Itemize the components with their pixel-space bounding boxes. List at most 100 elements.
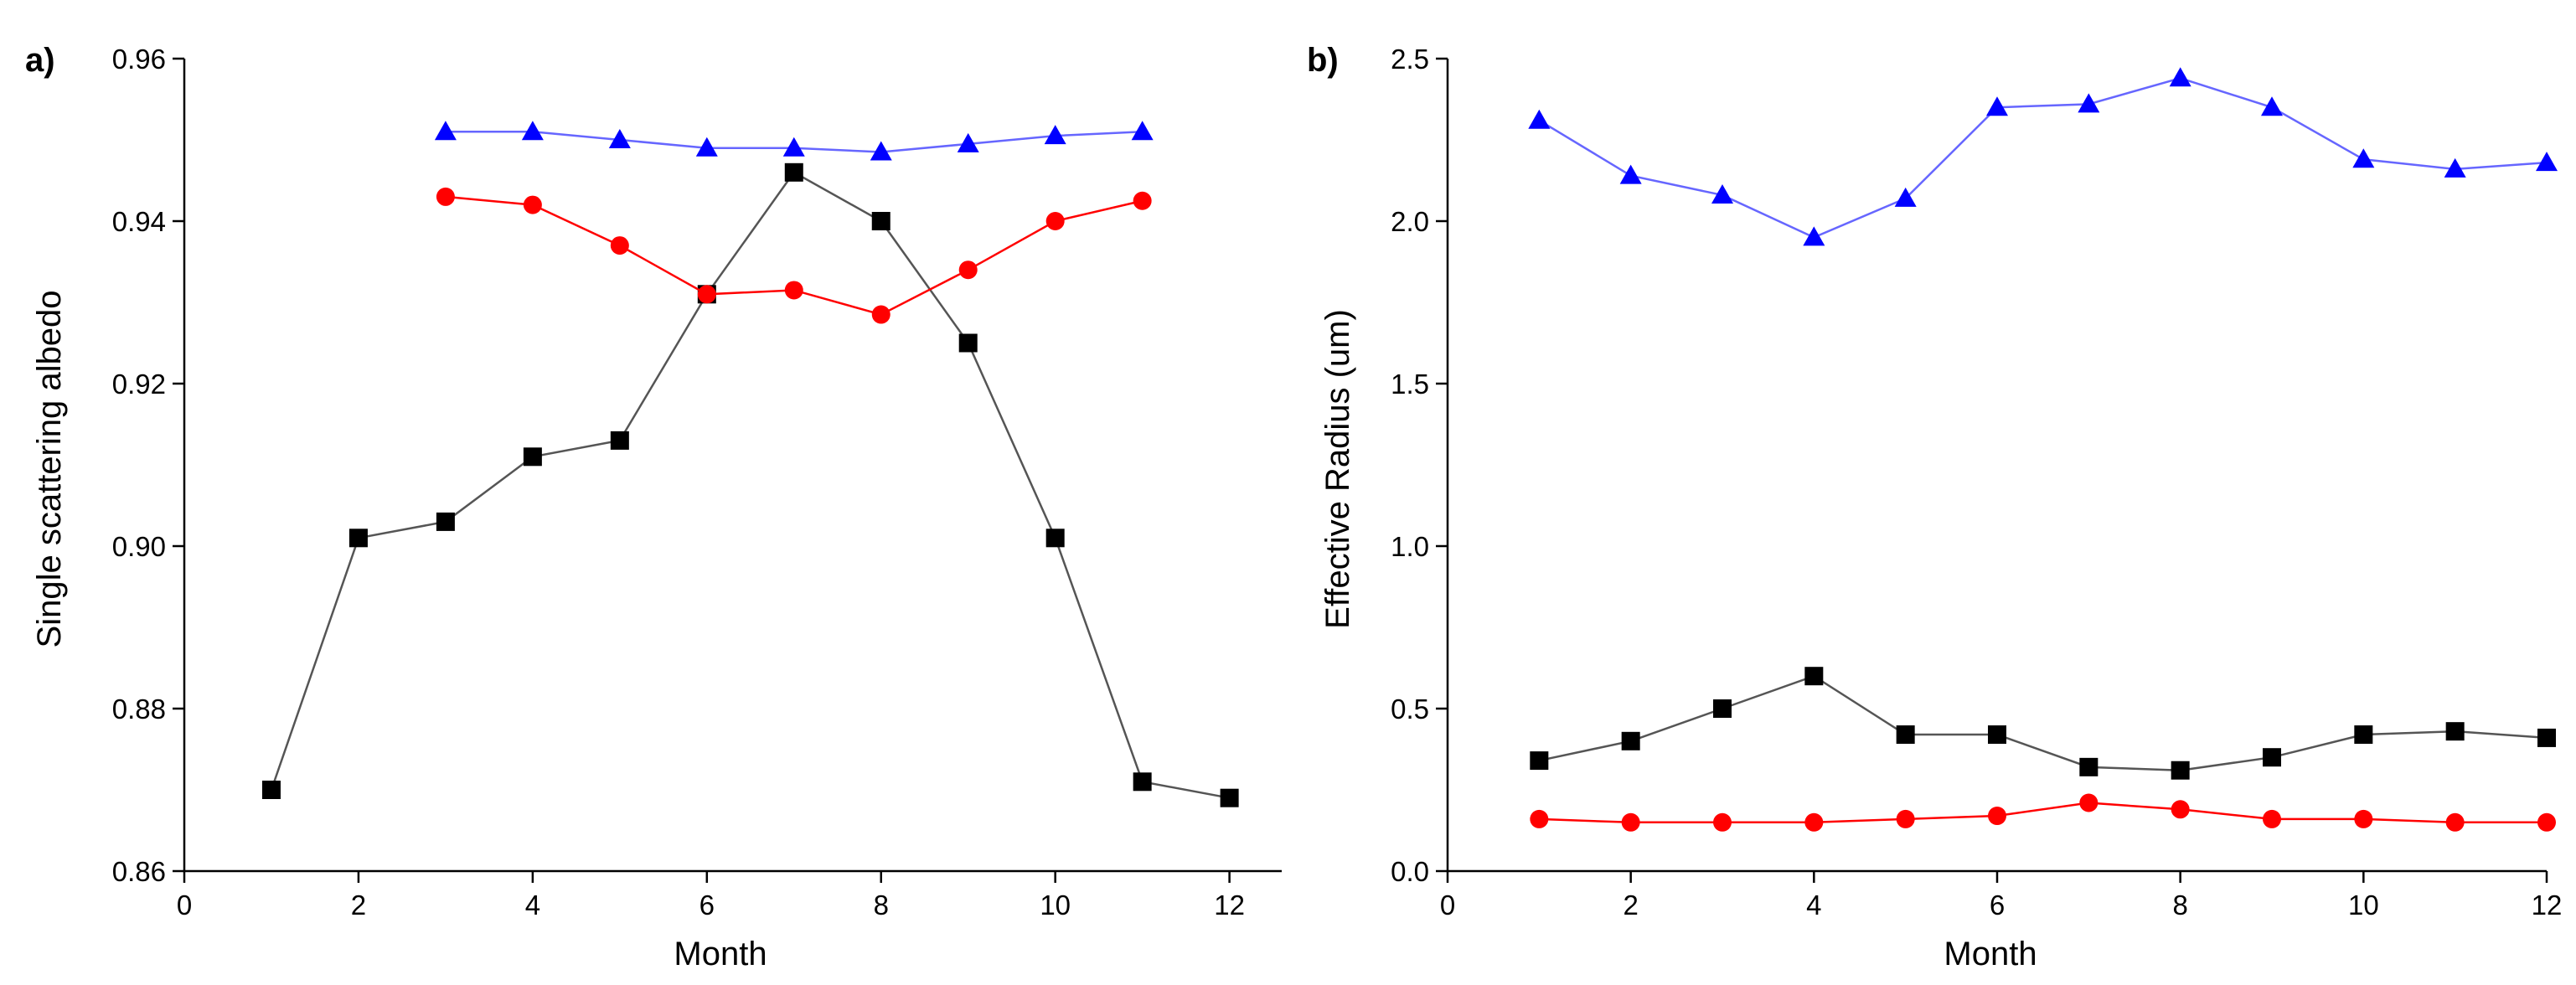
panel-a-x-axis-title: Month — [674, 936, 767, 972]
panel-b-y-tick-label: 0.5 — [1391, 694, 1429, 725]
panel-b-point-red-circles — [2537, 812, 2556, 832]
panel-b-point-blue-triangles — [1803, 226, 1825, 246]
panel-a-x-tick-label: 10 — [1040, 890, 1071, 921]
panel-b-point-red-circles — [2263, 809, 2281, 828]
panel-b: b) Month Effective Radius (um) 0 2 4 6 8 10 12… — [1307, 42, 2562, 972]
panel-a-y-tick-label: 0.96 — [112, 44, 166, 75]
panel-a-point-black-squares — [958, 333, 978, 353]
panel-a-point-blue-triangles — [695, 137, 718, 157]
panel-b-y-tick-label: 1.5 — [1391, 369, 1429, 400]
panel-b-x-tick-label: 8 — [2172, 890, 2187, 921]
panel-b-point-black-squares — [2079, 757, 2098, 776]
panel-b-y-tick-label: 2.5 — [1391, 44, 1429, 75]
panel-b-x-tick-label: 4 — [1806, 890, 1821, 921]
panel-b-point-red-circles — [1530, 809, 1549, 828]
panel-a-label: a) — [25, 42, 55, 79]
panel-b-y-axis-title: Effective Radius (um) — [1319, 309, 1356, 629]
panel-a-point-black-squares — [1133, 772, 1152, 792]
panel-a-point-blue-triangles — [1131, 121, 1154, 141]
panel-a-axes — [183, 59, 1282, 873]
panel-a-point-blue-triangles — [782, 137, 805, 157]
panel-a-point-red-circles — [871, 305, 891, 324]
panel-b-point-black-squares — [1713, 699, 1732, 718]
panel-b-x-axis-title: Month — [1944, 936, 2037, 972]
panel-b-point-black-squares — [2537, 728, 2556, 747]
panel-b-point-blue-triangles — [2352, 148, 2375, 168]
panel-a-y-tick-label: 0.88 — [112, 694, 166, 725]
panel-a-point-black-squares — [436, 512, 455, 531]
panel-b-y-tick-label: 2.0 — [1391, 206, 1429, 237]
panel-b-point-black-squares — [2354, 725, 2373, 745]
panel-b-point-black-squares — [1804, 667, 1824, 686]
panel-a-point-blue-triangles — [1044, 125, 1066, 145]
panel-b-x-tick-label: 2 — [1623, 890, 1638, 921]
panel-b-x-tick-label: 10 — [2348, 890, 2379, 921]
panel-a-y-tick-label: 0.94 — [112, 206, 166, 237]
panel-a-y-tick-label: 0.92 — [112, 369, 166, 400]
panel-a-point-red-circles — [1133, 191, 1152, 210]
panel-b-point-blue-triangles — [2078, 93, 2100, 113]
panel-b-x-tick-label: 12 — [2532, 890, 2563, 921]
panel-a-point-black-squares — [1045, 529, 1065, 548]
panel-a-point-red-circles — [958, 260, 978, 280]
panel-b-point-red-circles — [1896, 809, 1915, 828]
panel-b-point-red-circles — [1804, 812, 1824, 832]
panel-a-point-black-squares — [784, 162, 803, 182]
panel-b-x-tick-label: 0 — [1440, 890, 1455, 921]
panel-b-point-red-circles — [2079, 793, 2098, 812]
panel-a-x-tick-label: 12 — [1214, 890, 1245, 921]
panel-b-series-black-squares-line — [1539, 674, 2548, 771]
panel-b-point-black-squares — [2445, 722, 2465, 741]
panel-b-point-blue-triangles — [1711, 183, 1733, 204]
panel-b-point-black-squares — [1896, 725, 1915, 745]
panel-b-point-black-squares — [2263, 748, 2281, 767]
panel-b-point-black-squares — [1988, 725, 2006, 745]
panel-b-point-red-circles — [1713, 812, 1732, 832]
panel-a-point-blue-triangles — [957, 132, 979, 152]
panel-a-point-blue-triangles — [870, 141, 892, 161]
panel-b-y-tick-label: 1.0 — [1391, 531, 1429, 562]
panel-a-point-blue-triangles — [608, 129, 631, 148]
panel-a-point-red-circles — [784, 281, 803, 300]
panel-b-point-blue-triangles — [2536, 152, 2558, 172]
panel-a: a) Month Single scattering albedo 0 2 4 6 8 1… — [25, 42, 1282, 972]
panel-b-series-blue-triangles-line — [1538, 76, 2548, 239]
panel-a-x-tick-label: 4 — [525, 890, 540, 921]
panel-a-x-tick-label: 2 — [351, 890, 366, 921]
panel-b-point-blue-triangles — [1619, 164, 1642, 184]
panel-b-point-red-circles — [1988, 807, 2006, 826]
panel-b-point-red-circles — [2354, 809, 2373, 828]
panel-a-point-red-circles — [436, 187, 455, 206]
panel-a-y-tick-label: 0.90 — [112, 531, 166, 562]
panel-a-point-black-squares — [261, 781, 281, 799]
panel-a-x-tick-label: 6 — [699, 890, 715, 921]
panel-a-point-black-squares — [523, 447, 542, 467]
panel-a-x-tick-label: 8 — [874, 890, 889, 921]
panel-a-point-blue-triangles — [521, 121, 544, 141]
panel-b-axes — [1446, 59, 2547, 873]
panel-a-point-red-circles — [610, 236, 629, 255]
panel-b-x-tick-label: 6 — [1990, 890, 2005, 921]
panel-a-point-black-squares — [348, 529, 368, 548]
panel-a-point-red-circles — [697, 285, 716, 304]
panel-b-point-blue-triangles — [2444, 157, 2466, 178]
panel-b-point-black-squares — [1621, 731, 1640, 750]
panel-b-point-black-squares — [1530, 751, 1549, 771]
panel-a-series-black-squares-line — [270, 171, 1230, 799]
panel-a-point-red-circles — [523, 195, 542, 214]
panel-a-point-black-squares — [1220, 788, 1239, 807]
panel-b-y-tick-label: 0.0 — [1391, 856, 1429, 887]
panel-b-point-red-circles — [2171, 800, 2190, 819]
panel-b-series-red-circles-line — [1539, 802, 2547, 824]
panel-b-label: b) — [1307, 42, 1339, 79]
panel-b-point-red-circles — [2445, 812, 2465, 832]
panel-a-x-tick-label: 0 — [177, 890, 192, 921]
panel-b-point-blue-triangles — [1894, 187, 1917, 207]
panel-b-point-blue-triangles — [1528, 109, 1551, 129]
panel-a-y-axis-title: Single scattering albedo — [31, 291, 68, 648]
panel-a-point-black-squares — [610, 431, 629, 450]
panel-b-point-red-circles — [1621, 812, 1640, 832]
panel-a-y-tick-label: 0.86 — [112, 856, 166, 887]
panel-b-point-black-squares — [2171, 761, 2190, 780]
